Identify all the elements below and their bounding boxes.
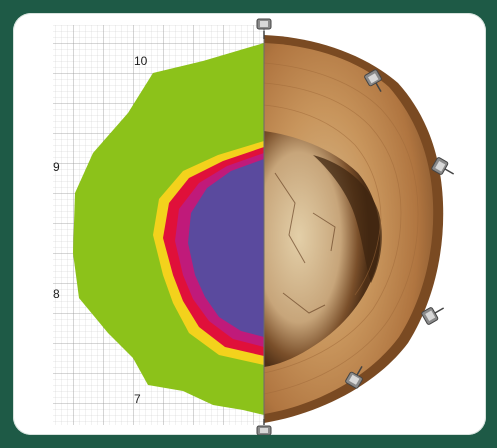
decay-dark-edge — [313, 155, 382, 283]
tomogram — [73, 43, 264, 415]
trunk-cross-section — [264, 35, 444, 423]
sensor-icon — [421, 307, 445, 325]
wood-cracks — [274, 172, 336, 314]
sensor-icon — [364, 69, 382, 93]
sensor-icon — [431, 157, 455, 175]
diagram-panel: 10 9 8 7 — [13, 13, 486, 435]
scale-label-9: 9 — [53, 160, 60, 174]
scale-label-10: 10 — [134, 54, 148, 68]
scale-label-7: 7 — [134, 392, 141, 406]
decay-core — [188, 159, 264, 337]
sensor-icon — [345, 365, 363, 389]
sensor-icon — [256, 18, 272, 39]
tomogram-figure: 10 9 8 7 — [53, 18, 455, 435]
sensor-icon — [256, 419, 272, 435]
growth-rings — [264, 62, 419, 395]
scale-label-8: 8 — [53, 287, 60, 301]
